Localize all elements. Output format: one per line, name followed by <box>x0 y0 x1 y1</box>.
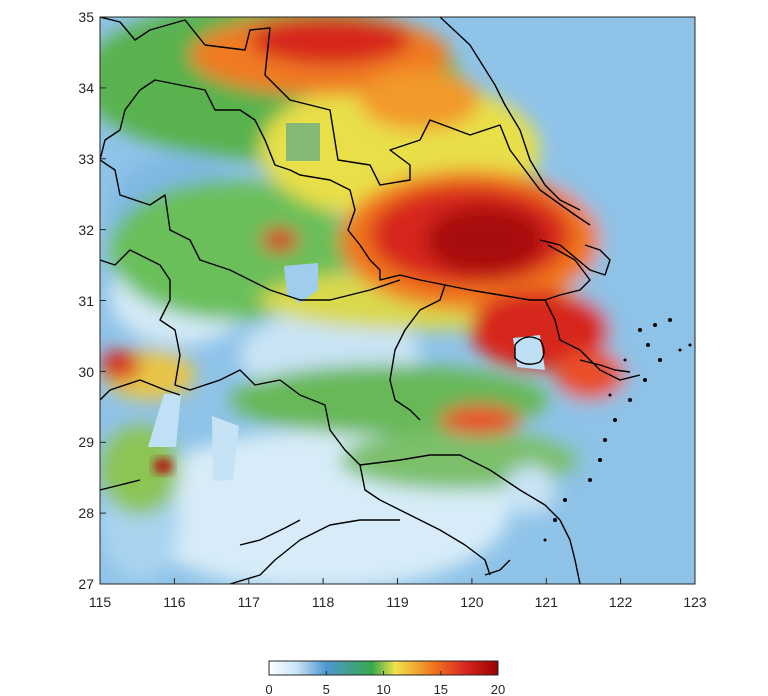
y-tick-label: 29 <box>78 434 94 450</box>
y-axis <box>100 16 106 585</box>
x-tick-label: 115 <box>89 594 112 610</box>
x-tick-label: 116 <box>163 594 186 610</box>
y-tick-label: 27 <box>78 576 94 592</box>
x-tick-label: 122 <box>609 594 633 610</box>
colorbar-tick-label: 10 <box>376 682 390 696</box>
heatmap-field <box>100 17 695 584</box>
colorbar-tick-label: 15 <box>434 682 448 696</box>
boundary-north <box>100 17 591 226</box>
y-tick-label: 28 <box>78 505 94 521</box>
boundary-lines <box>100 17 641 584</box>
x-tick-label: 119 <box>386 594 409 610</box>
y-tick-label: 33 <box>78 151 94 167</box>
x-tick-label: 117 <box>238 594 261 610</box>
coastal-islands <box>543 318 692 542</box>
x-tick-label: 118 <box>312 594 335 610</box>
x-tick-label: 123 <box>683 594 707 610</box>
colorbar-tick-label: 5 <box>323 682 330 696</box>
y-tick-label: 34 <box>78 80 94 96</box>
x-axis <box>99 578 696 584</box>
colorbar: 0 5 10 15 20 <box>265 660 505 696</box>
boundary-anhui <box>100 159 271 291</box>
y-tick-label: 35 <box>78 9 94 25</box>
y-tick-label: 32 <box>78 222 94 238</box>
lake-chaohu <box>284 263 318 303</box>
y-tick-label: 31 <box>78 293 94 309</box>
colorbar-tick-label: 0 <box>265 682 272 696</box>
x-tick-label: 120 <box>460 594 484 610</box>
colorbar-tick-label: 20 <box>491 682 505 696</box>
x-tick-label: 121 <box>535 594 559 610</box>
y-tick-label: 30 <box>78 364 94 380</box>
boundary-coast-north <box>439 17 581 211</box>
